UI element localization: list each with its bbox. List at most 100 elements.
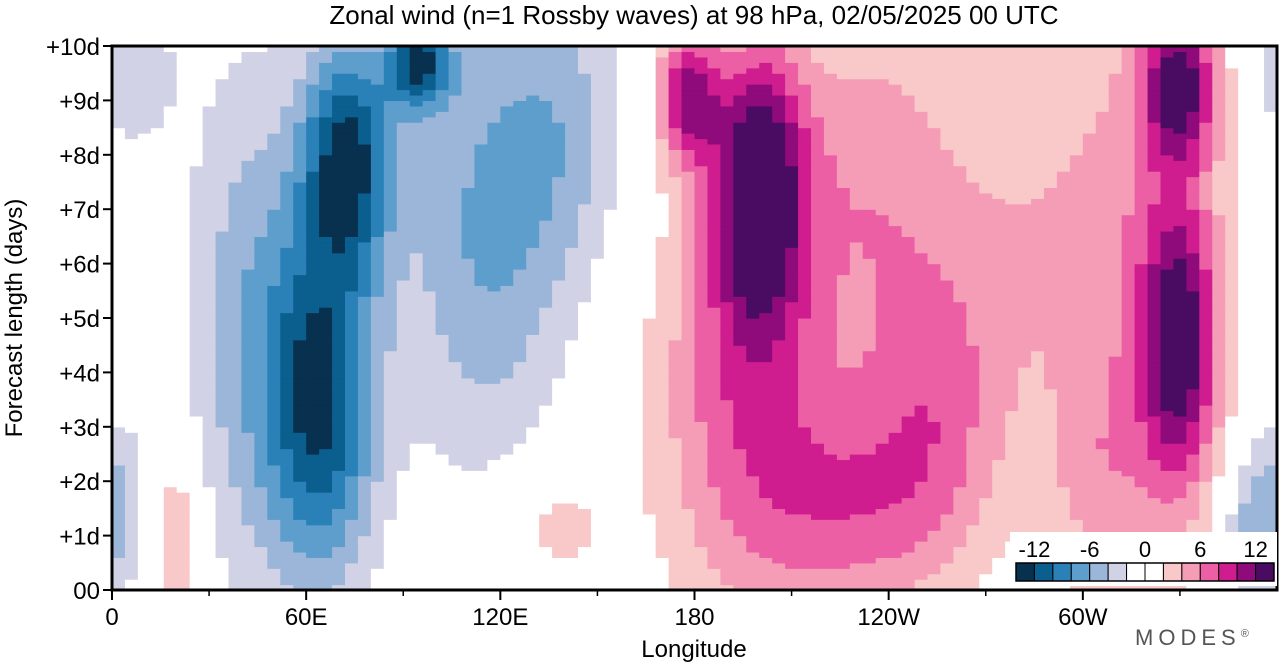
field-cell <box>552 203 566 210</box>
field-cell <box>124 345 139 352</box>
field-cell <box>552 73 566 80</box>
field-cell <box>642 551 657 558</box>
field-cell <box>345 62 359 69</box>
field-cell <box>189 312 204 319</box>
field-cell <box>642 192 657 199</box>
field-cell <box>215 105 230 112</box>
field-cell <box>513 138 527 145</box>
field-cell <box>668 116 683 123</box>
field-cell <box>112 546 126 553</box>
field-cell <box>293 443 307 450</box>
field-cell <box>202 481 217 488</box>
field-cell <box>396 405 411 412</box>
field-cell <box>357 323 372 330</box>
field-cell <box>681 470 696 477</box>
field-cell <box>461 192 476 199</box>
field-cell <box>642 366 657 373</box>
field-cell <box>267 508 281 515</box>
field-cell <box>422 62 437 69</box>
field-cell <box>578 198 592 205</box>
field-cell <box>176 165 191 172</box>
field-cell <box>539 535 553 542</box>
field-cell <box>280 475 294 482</box>
field-cell <box>150 464 165 471</box>
field-cell <box>733 399 747 406</box>
field-cell <box>241 274 255 281</box>
field-cell <box>694 301 709 308</box>
field-cell <box>345 394 359 401</box>
field-cell <box>319 513 333 520</box>
field-cell <box>448 154 463 161</box>
field-cell <box>668 73 683 80</box>
field-cell <box>629 89 644 96</box>
field-cell <box>163 269 178 276</box>
field-cell <box>565 182 579 189</box>
field-cell <box>720 258 734 265</box>
field-cell <box>565 100 579 107</box>
field-cell <box>578 339 592 346</box>
field-cell <box>228 105 243 112</box>
field-cell <box>202 127 217 134</box>
field-cell <box>241 230 255 237</box>
field-cell <box>422 361 437 368</box>
field-cell <box>590 192 605 199</box>
field-cell <box>383 62 398 69</box>
field-cell <box>578 127 592 134</box>
field-cell <box>474 154 488 161</box>
field-cell <box>487 372 501 379</box>
field-cell <box>461 443 476 450</box>
field-cell <box>124 160 139 167</box>
field-cell <box>306 312 320 319</box>
field-cell <box>474 334 488 341</box>
field-cell <box>306 551 320 558</box>
field-cell <box>215 513 230 520</box>
field-cell <box>616 203 631 210</box>
field-cell <box>112 345 126 352</box>
field-cell <box>228 301 243 308</box>
field-cell <box>189 143 204 150</box>
field-cell <box>720 535 734 542</box>
field-cell <box>124 421 139 428</box>
field-cell <box>539 258 553 265</box>
field-cell <box>254 415 268 422</box>
field-cell <box>176 388 191 395</box>
field-cell <box>241 366 255 373</box>
field-cell <box>370 296 385 303</box>
field-cell <box>280 209 294 216</box>
field-cell <box>578 377 592 384</box>
field-cell <box>474 46 488 53</box>
field-cell <box>137 481 152 488</box>
field-cell <box>409 171 424 178</box>
field-cell <box>280 62 294 69</box>
field-cell <box>668 372 683 379</box>
field-cell <box>137 138 152 145</box>
field-cell <box>707 307 721 314</box>
field-cell <box>280 421 294 428</box>
field-cell <box>112 513 126 520</box>
field-cell <box>668 568 683 575</box>
field-cell <box>163 318 178 325</box>
field-cell <box>681 116 696 123</box>
field-cell <box>345 247 359 254</box>
field-cell <box>202 78 217 85</box>
field-cell <box>474 285 488 292</box>
field-cell <box>474 187 488 194</box>
field-cell <box>228 519 243 526</box>
field-cell <box>474 105 488 112</box>
field-cell <box>578 89 592 96</box>
field-cell <box>552 377 566 384</box>
field-cell <box>112 579 126 586</box>
field-cell <box>448 269 463 276</box>
field-cell <box>176 328 191 335</box>
field-cell <box>357 448 372 455</box>
field-cell <box>565 241 579 248</box>
field-cell <box>746 562 760 569</box>
field-cell <box>383 290 398 297</box>
field-cell <box>707 290 721 297</box>
field-cell <box>370 399 385 406</box>
field-cell <box>526 258 540 265</box>
field-cell <box>448 432 463 439</box>
field-cell <box>189 568 204 575</box>
field-cell <box>629 383 644 390</box>
field-cell <box>241 176 255 183</box>
